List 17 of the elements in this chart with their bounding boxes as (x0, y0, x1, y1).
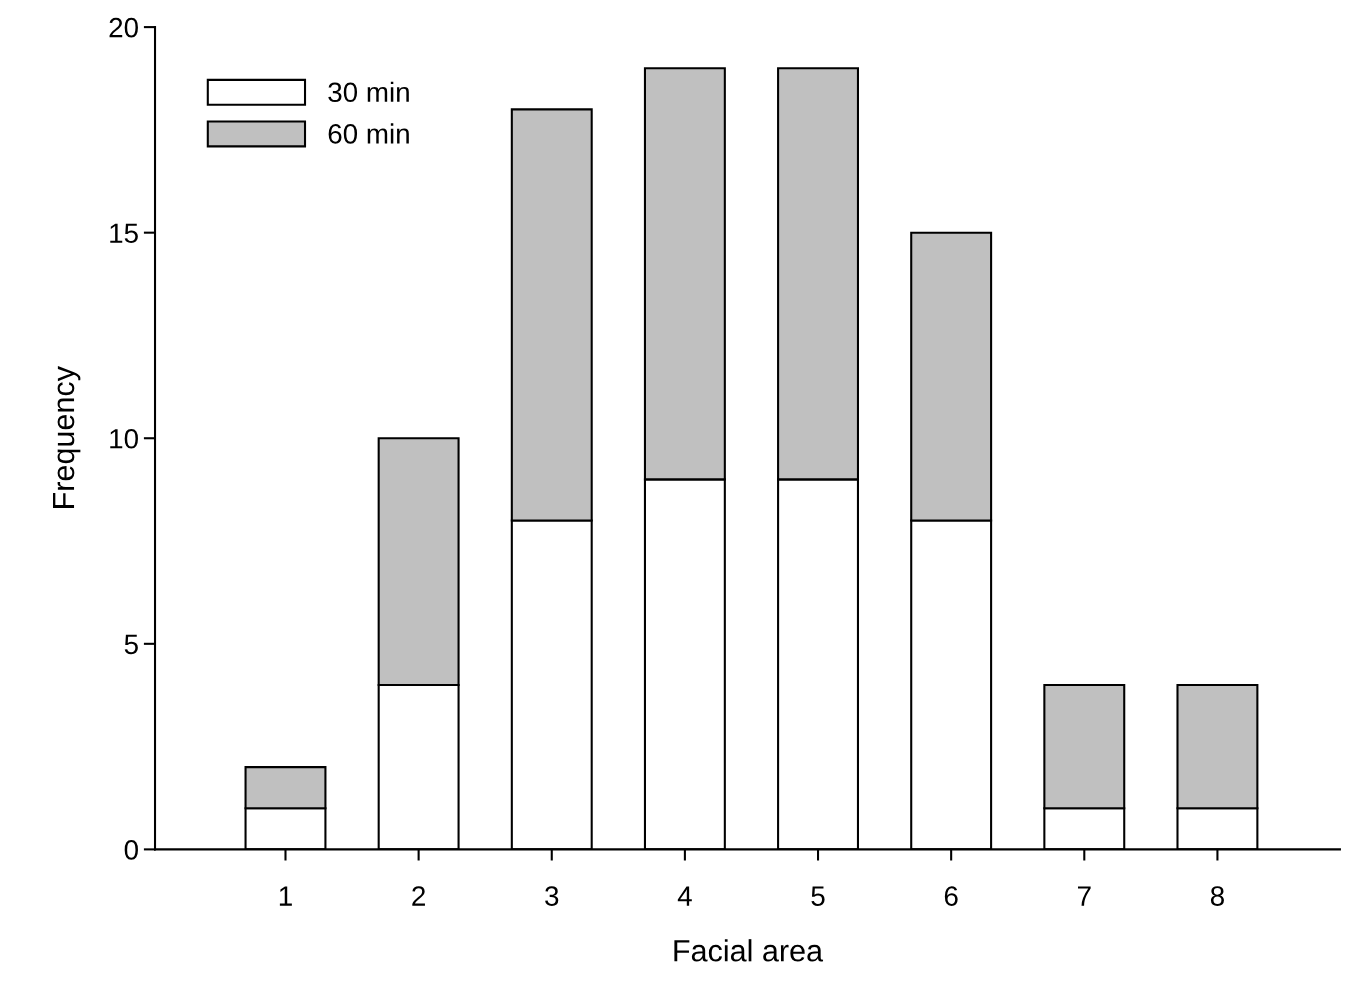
legend-label: 60 min (328, 123, 409, 144)
x-tick-label: 6 (944, 886, 958, 906)
x-axis-title: Facial area (674, 939, 824, 962)
x-tick-label: 8 (1210, 886, 1224, 906)
x-tick-label: 7 (1077, 886, 1091, 906)
y-tick-label: 15 (110, 223, 138, 244)
x-tick-label: 4 (677, 886, 692, 906)
x-tick-label: 3 (545, 886, 559, 906)
y-tick-label: 10 (110, 428, 138, 449)
y-tick-label: 0 (124, 840, 138, 860)
y-tick-label: 5 (124, 634, 138, 655)
y-tick-label: 20 (109, 17, 138, 38)
x-tick-label: 2 (412, 886, 425, 906)
y-axis-title: Frequency (53, 366, 81, 508)
x-tick-label: 1 (279, 886, 292, 906)
legend-label: 30 min (328, 81, 409, 103)
x-tick-label: 5 (811, 886, 825, 906)
